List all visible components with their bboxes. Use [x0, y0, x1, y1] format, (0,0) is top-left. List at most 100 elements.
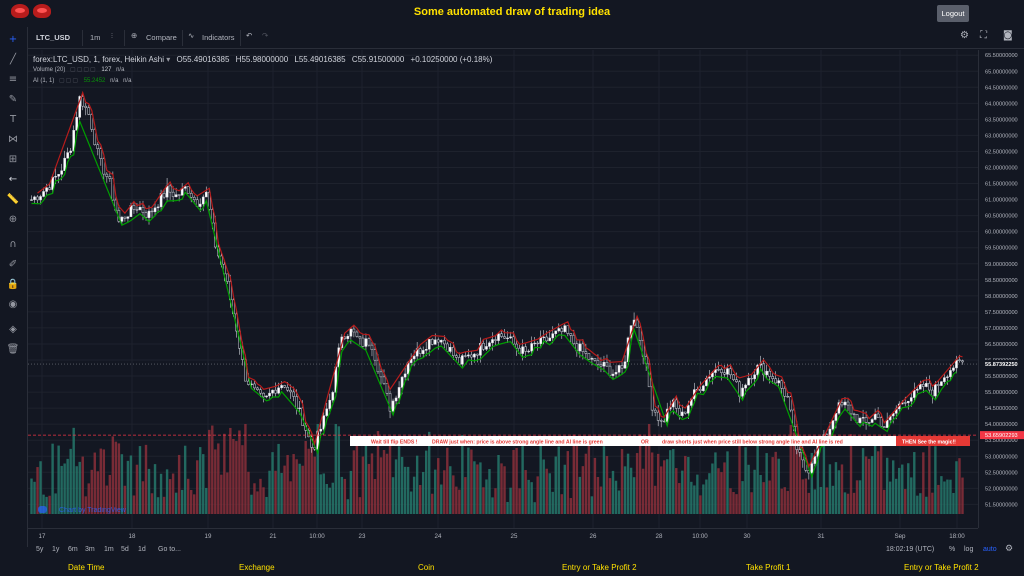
crosshair-icon[interactable]: + [8, 34, 18, 45]
annotation-banner [350, 436, 970, 446]
logout-button[interactable]: Logout [937, 5, 969, 22]
fullscreen-icon[interactable]: ⛶ [980, 30, 987, 41]
volume-bar [394, 459, 398, 514]
volume-bar [756, 443, 759, 514]
candle [36, 196, 39, 201]
volume-bar [614, 480, 618, 514]
volume-bar [174, 492, 178, 514]
prediction-icon[interactable]: ⊞ [8, 154, 18, 165]
range-6m[interactable]: 6m [68, 546, 78, 553]
compare-icon[interactable]: ⊕ [131, 31, 138, 40]
volume-bar [211, 425, 214, 514]
back-arrow-icon[interactable]: ← [8, 174, 18, 185]
study-controls-icon[interactable]: ▢▢▢ [59, 78, 80, 84]
chevron-down-icon[interactable]: ▾ [166, 55, 173, 64]
layers-icon[interactable]: ◈ [9, 324, 17, 335]
range-1d[interactable]: 1d [138, 546, 146, 553]
volume-bar [382, 450, 386, 514]
log-toggle[interactable]: log [964, 546, 974, 553]
magnet-icon[interactable]: ∩ [9, 239, 17, 250]
volume-bar [777, 458, 780, 514]
legend-symbol[interactable]: forex:LTC_USD, 1, forex, Heikin Ashi [33, 55, 165, 64]
redo-icon[interactable]: ↷ [262, 31, 269, 40]
volume-bar [340, 476, 344, 514]
candle [928, 383, 931, 391]
volume-bar [42, 494, 45, 514]
percent-toggle[interactable]: % [949, 546, 956, 553]
range-3m[interactable]: 3m [85, 546, 95, 553]
volume-bar [934, 446, 937, 514]
chart-style-icon[interactable]: ⫶ [111, 31, 113, 40]
volume-bar [322, 473, 325, 514]
compare-button[interactable]: Compare [146, 33, 177, 42]
candle [545, 336, 549, 342]
trend-line-icon[interactable]: ╱ [9, 54, 17, 65]
indicators-button[interactable]: Indicators [202, 33, 235, 42]
stay-drawing-icon[interactable]: ✐ [8, 259, 18, 270]
volume-bar [623, 466, 627, 514]
undo-icon[interactable]: ↶ [246, 31, 253, 40]
price-chart[interactable]: Wait till flip ENDS ! DRAW just when: pr… [28, 50, 978, 528]
camera-icon[interactable]: ◙ [1003, 30, 1013, 41]
price-axis[interactable]: 65.50000000 65.00000000 64.50000000 64.0000… [978, 50, 1024, 528]
footer-date-time[interactable]: Date Time [68, 563, 105, 572]
range-5y[interactable]: 5y [36, 546, 44, 553]
trash-icon[interactable]: 🗑 [6, 344, 20, 355]
volume-bar [952, 492, 955, 514]
text-icon[interactable]: T [9, 114, 17, 125]
candle [162, 193, 166, 198]
pattern-icon[interactable]: ⋈ [8, 134, 18, 145]
footer-coin[interactable]: Coin [418, 563, 435, 572]
volume-bar [250, 494, 253, 514]
footer-entry-tp2-right[interactable]: Entry or Take Profit 2 [904, 563, 979, 572]
eye-icon[interactable]: ◉ [8, 299, 18, 310]
footer-entry-tp2[interactable]: Entry or Take Profit 2 [562, 563, 637, 572]
footer-take-profit-1[interactable]: Take Profit 1 [746, 563, 791, 572]
auto-toggle[interactable]: auto [983, 546, 997, 553]
volume-bar [397, 446, 401, 514]
study-controls-icon[interactable]: ▢▢▢▢ [70, 67, 97, 73]
volume-bar [913, 452, 916, 514]
time-axis[interactable]: 17 18 19 21 10:00 23 24 25 26 28 10:00 30 31 Sep 18:00 [28, 528, 978, 542]
chart-pane[interactable]: Wait till flip ENDS ! DRAW just when: pr… [28, 50, 978, 528]
brush-icon[interactable]: ✎ [8, 94, 18, 105]
range-1m[interactable]: 1m [104, 546, 114, 553]
settings-gear-icon[interactable]: ⚙ [960, 30, 969, 41]
volume-bar [605, 456, 609, 514]
ruler-icon[interactable]: 📏 [6, 194, 20, 205]
goto-button[interactable]: Go to... [158, 546, 181, 553]
price-tick-label: 60.00000000 [985, 230, 1018, 236]
zoom-icon[interactable]: ⊕ [8, 214, 18, 225]
volume-bar [500, 463, 503, 514]
range-5d[interactable]: 5d [121, 546, 129, 553]
gear-icon[interactable]: ⚙ [1005, 544, 1014, 554]
candle [54, 176, 57, 178]
volume-bar [192, 494, 196, 514]
candle [226, 273, 229, 282]
ai-label[interactable]: AI (1, 1) [33, 78, 55, 84]
candle [940, 381, 943, 386]
candle [373, 349, 377, 361]
footer-exchange[interactable]: Exchange [239, 563, 275, 572]
volume-bar [744, 447, 747, 514]
price-tick-label: 61.50000000 [985, 182, 1018, 188]
volume-bar [319, 474, 322, 514]
candle [400, 376, 404, 388]
range-1y[interactable]: 1y [52, 546, 60, 553]
candle [174, 194, 178, 198]
volume-bar [696, 474, 699, 514]
volume-bar [804, 478, 808, 514]
candle [943, 377, 946, 382]
candle [503, 336, 506, 339]
candle [60, 170, 63, 175]
fib-icon[interactable]: ≡ [8, 74, 18, 85]
watermark[interactable]: Chart by TradingView [59, 507, 127, 514]
symbol-search[interactable]: LTC_USD [36, 33, 71, 42]
volume-bar [431, 493, 434, 514]
volume-bar [518, 488, 521, 514]
indicators-icon[interactable]: ∿ [188, 31, 195, 40]
volume-label[interactable]: Volume (20) [33, 67, 66, 73]
lock-icon[interactable]: 🔒 [6, 279, 20, 290]
volume-bar [542, 459, 545, 514]
interval-select[interactable]: 1m [90, 33, 101, 42]
